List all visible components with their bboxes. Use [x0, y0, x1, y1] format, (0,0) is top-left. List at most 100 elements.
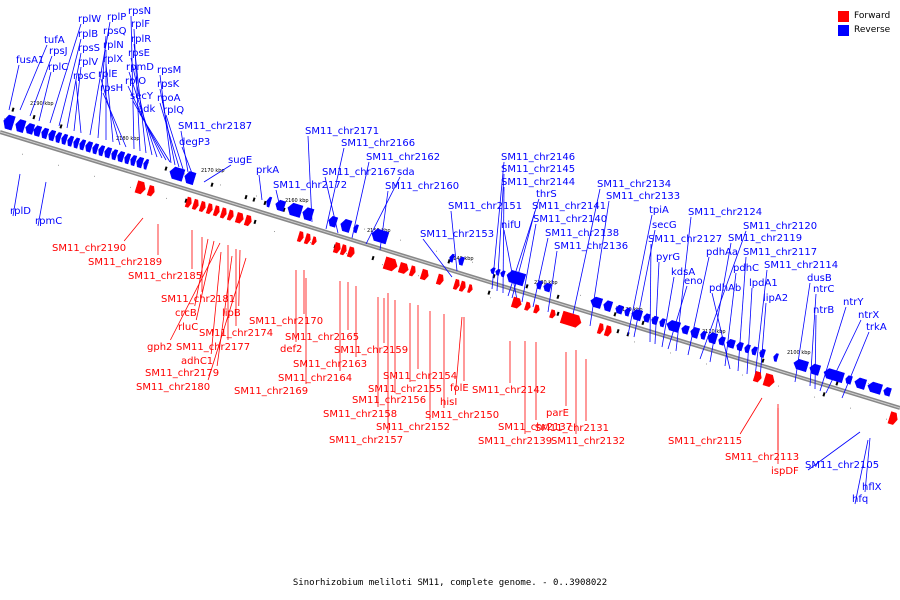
reverse-gene-45 [651, 315, 659, 326]
reverse-leader-sm11-chr2171 [307, 135, 313, 223]
reverse-label-eno: eno [684, 276, 703, 287]
reverse-swatch [838, 24, 849, 36]
reverse-label-rpsn: rpsN [128, 6, 151, 17]
grid-dot-39 [706, 363, 707, 365]
reverse-gene-19 [136, 156, 145, 169]
forward-gene-11 [296, 231, 304, 243]
forward-gene-34 [887, 411, 898, 425]
reverse-label-rpse: rpsE [128, 48, 150, 59]
reverse-label-sm11-chr2127: SM11_chr2127 [648, 234, 722, 245]
reverse-label-pyrg: pyrG [656, 252, 680, 263]
gene-tick-4 [210, 182, 214, 187]
reverse-label-sm11-chr2138: SM11_chr2138 [545, 228, 619, 239]
reverse-gene-64 [867, 381, 883, 395]
grid-dot-41 [742, 374, 743, 376]
gene-tick-3 [164, 166, 168, 171]
reverse-leader-sm11-chr2120 [699, 230, 747, 360]
reverse-label-pdhab: pdhAb [709, 283, 741, 294]
reverse-label-rpsq: rpsQ [103, 26, 127, 37]
grid-dot-0 [4, 118, 5, 120]
reverse-gene-37 [536, 280, 543, 290]
reverse-gene-34 [495, 268, 501, 276]
reverse-label-lipa2: lipA2 [763, 293, 788, 304]
reverse-label-rpsk: rpsK [157, 79, 180, 90]
reverse-label-secy: secY [130, 91, 154, 102]
reverse-leader-sm11-chr2136 [547, 250, 558, 313]
forward-label-sm11-chr2142: SM11_chr2142 [472, 385, 546, 396]
reverse-gene-51 [707, 332, 719, 345]
reverse-gene-30 [371, 228, 390, 245]
grid-dot-10 [184, 173, 185, 175]
reverse-gene-13 [98, 145, 106, 157]
reverse-leader-adk [139, 113, 171, 163]
reverse-leader-rplw [49, 23, 82, 124]
grid-dot-3 [58, 164, 59, 166]
reverse-leader-nifu [503, 229, 518, 301]
reverse-leader-tpia [627, 214, 653, 336]
reverse-leader-sm11-chr2138 [532, 237, 549, 308]
grid-dot-20 [364, 228, 365, 230]
reverse-leader-rpmc [37, 181, 47, 227]
forward-leader-crcb [194, 238, 209, 307]
reverse-label-lpda1: lpdA1 [749, 278, 778, 289]
grid-dot-27 [490, 297, 491, 299]
forward-label-sm11-chr2156: SM11_chr2156 [352, 395, 426, 406]
forward-leader-hisi [454, 316, 463, 396]
reverse-label-tpia: tpiA [649, 205, 669, 216]
gene-tick-1 [32, 114, 36, 120]
reverse-leader-rpss [66, 52, 82, 129]
reverse-label-sm11-chr2119: SM11_chr2119 [728, 233, 802, 244]
reverse-label-rplo: rplO [125, 76, 146, 87]
reverse-label-sm11-chr2162: SM11_chr2162 [366, 152, 440, 163]
reverse-label-sm11-chr2120: SM11_chr2120 [743, 221, 817, 232]
reverse-gene-labels: fusA1tufArpsJrplCrplWrplBrpsSrplVrpsCrpl… [10, 6, 887, 505]
reverse-label-ntrb: ntrB [813, 305, 834, 316]
forward-label-sm11-chr2165: SM11_chr2165 [285, 332, 359, 343]
gene-tick-9 [447, 259, 451, 264]
scale-tick-2110-kbp: 2110 kbp [702, 329, 726, 335]
reverse-label-degp3: degP3 [179, 137, 210, 148]
grid-dot-17 [310, 242, 311, 244]
reverse-label-rplf: rplF [131, 19, 150, 30]
reverse-label-sm11-chr2167: SM11_chr2167 [322, 167, 396, 178]
forward-swatch [838, 10, 849, 22]
forward-label-sm11-chr2170: SM11_chr2170 [249, 316, 323, 327]
reverse-label-hfq: hfq [852, 494, 868, 505]
reverse-leader-pdhc [724, 272, 737, 367]
reverse-gene-56 [751, 346, 758, 356]
gene-tick-12 [556, 294, 560, 300]
grid-dot-37 [670, 352, 671, 354]
forward-gene-8 [226, 209, 234, 221]
reverse-leader-lpda1 [746, 287, 753, 375]
legend-reverse-label: Reverse [854, 25, 891, 35]
reverse-label-sm11-chr2145: SM11_chr2145 [501, 164, 575, 175]
reverse-gene-27 [328, 216, 339, 228]
reverse-label-tufa: tufA [44, 35, 65, 46]
gene-tick-25 [822, 392, 826, 397]
reverse-gene-32 [458, 256, 465, 266]
scale-tick-2100-kbp: 2100 kbp [787, 350, 811, 356]
grid-dot-19 [346, 253, 347, 255]
grid-dot-12 [220, 184, 221, 186]
reverse-label-sm11-chr2114: SM11_chr2114 [764, 260, 838, 271]
reverse-gene-17 [124, 153, 132, 165]
reverse-gene-23 [266, 196, 273, 208]
forward-gene-27 [533, 304, 540, 314]
reverse-label-trka: trkA [866, 322, 887, 333]
reverse-gene-59 [793, 359, 809, 373]
reverse-leader-ntry [819, 306, 847, 392]
forward-gene-10 [243, 214, 252, 227]
scale-tick-2160-kbp: 2160 kbp [285, 198, 309, 204]
reverse-label-sda: sda [397, 167, 415, 178]
grid-dot-9 [166, 197, 167, 199]
reverse-leader-sm11-chr2105 [807, 431, 861, 471]
reverse-label-rpmc: rpmC [35, 216, 62, 227]
forward-gene-6 [212, 205, 220, 217]
reverse-label-pdhc: pdhC [733, 263, 759, 274]
forward-gene-16 [346, 246, 355, 258]
reverse-leader-rplq [165, 114, 184, 170]
reverse-gene-1 [15, 119, 27, 133]
reverse-label-rplp: rplP [107, 12, 126, 23]
gene-tick-17 [184, 198, 188, 203]
forward-gene-7 [219, 207, 227, 219]
